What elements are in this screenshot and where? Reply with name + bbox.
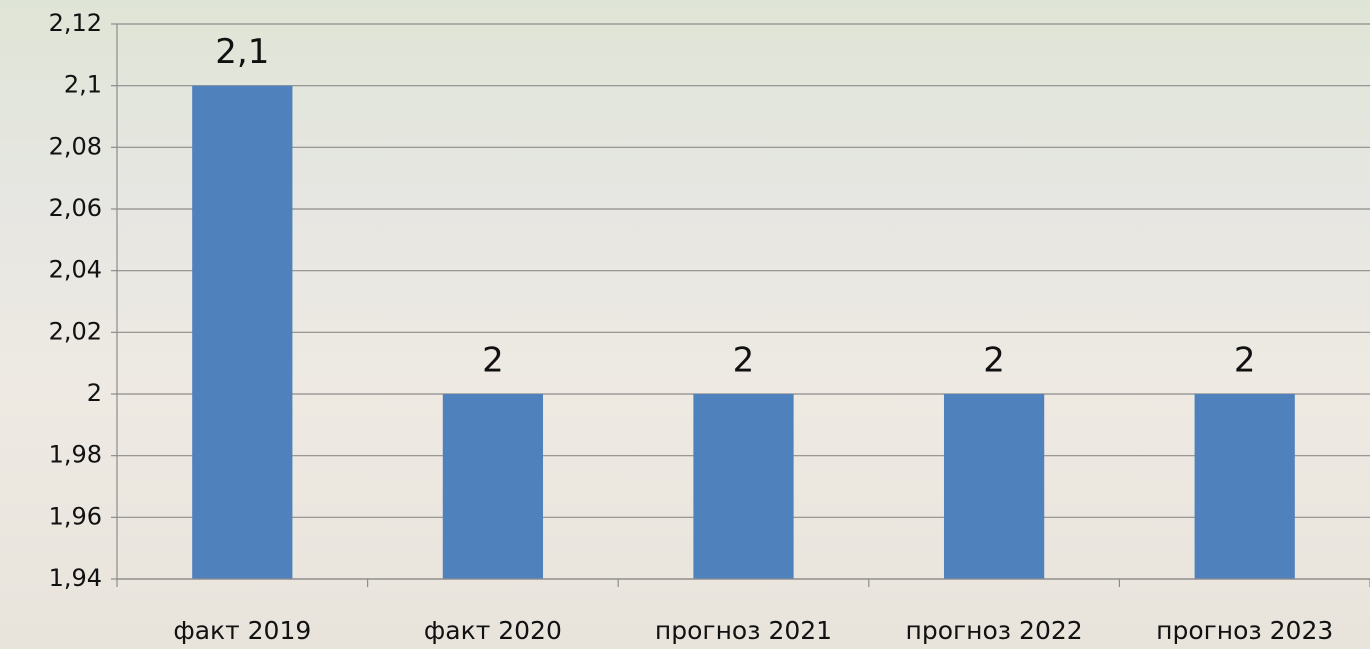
y-tick-label: 2,02: [49, 317, 102, 345]
value-label: 2: [983, 341, 1005, 381]
y-tick-label: 2,04: [49, 256, 102, 284]
bar: [693, 394, 793, 579]
value-label: 2,1: [215, 32, 269, 72]
y-tick-label: 2: [87, 379, 102, 407]
y-tick-label: 1,96: [49, 502, 102, 530]
bar: [192, 86, 292, 579]
bar: [443, 394, 543, 579]
bar: [944, 394, 1044, 579]
x-tick-label: прогноз 2021: [655, 616, 832, 645]
x-tick-label: факт 2019: [173, 616, 311, 645]
chart: 1,941,961,9822,022,042,062,082,12,12факт…: [0, 0, 1370, 649]
y-tick-label: 2,1: [64, 71, 102, 99]
x-tick-label: факт 2020: [424, 616, 562, 645]
value-label: 2: [1234, 341, 1256, 381]
value-label: 2: [733, 341, 755, 381]
y-tick-label: 1,94: [49, 564, 102, 592]
y-tick-label: 2,08: [49, 132, 102, 160]
x-tick-label: прогноз 2022: [906, 616, 1083, 645]
y-tick-label: 2,12: [49, 9, 102, 37]
page: {"chart_data": {"type": "bar", "categori…: [0, 0, 1370, 649]
x-tick-label: прогноз 2023: [1156, 616, 1333, 645]
y-tick-label: 1,98: [49, 441, 102, 469]
y-tick-label: 2,06: [49, 194, 102, 222]
bar: [1195, 394, 1295, 579]
value-label: 2: [482, 341, 504, 381]
